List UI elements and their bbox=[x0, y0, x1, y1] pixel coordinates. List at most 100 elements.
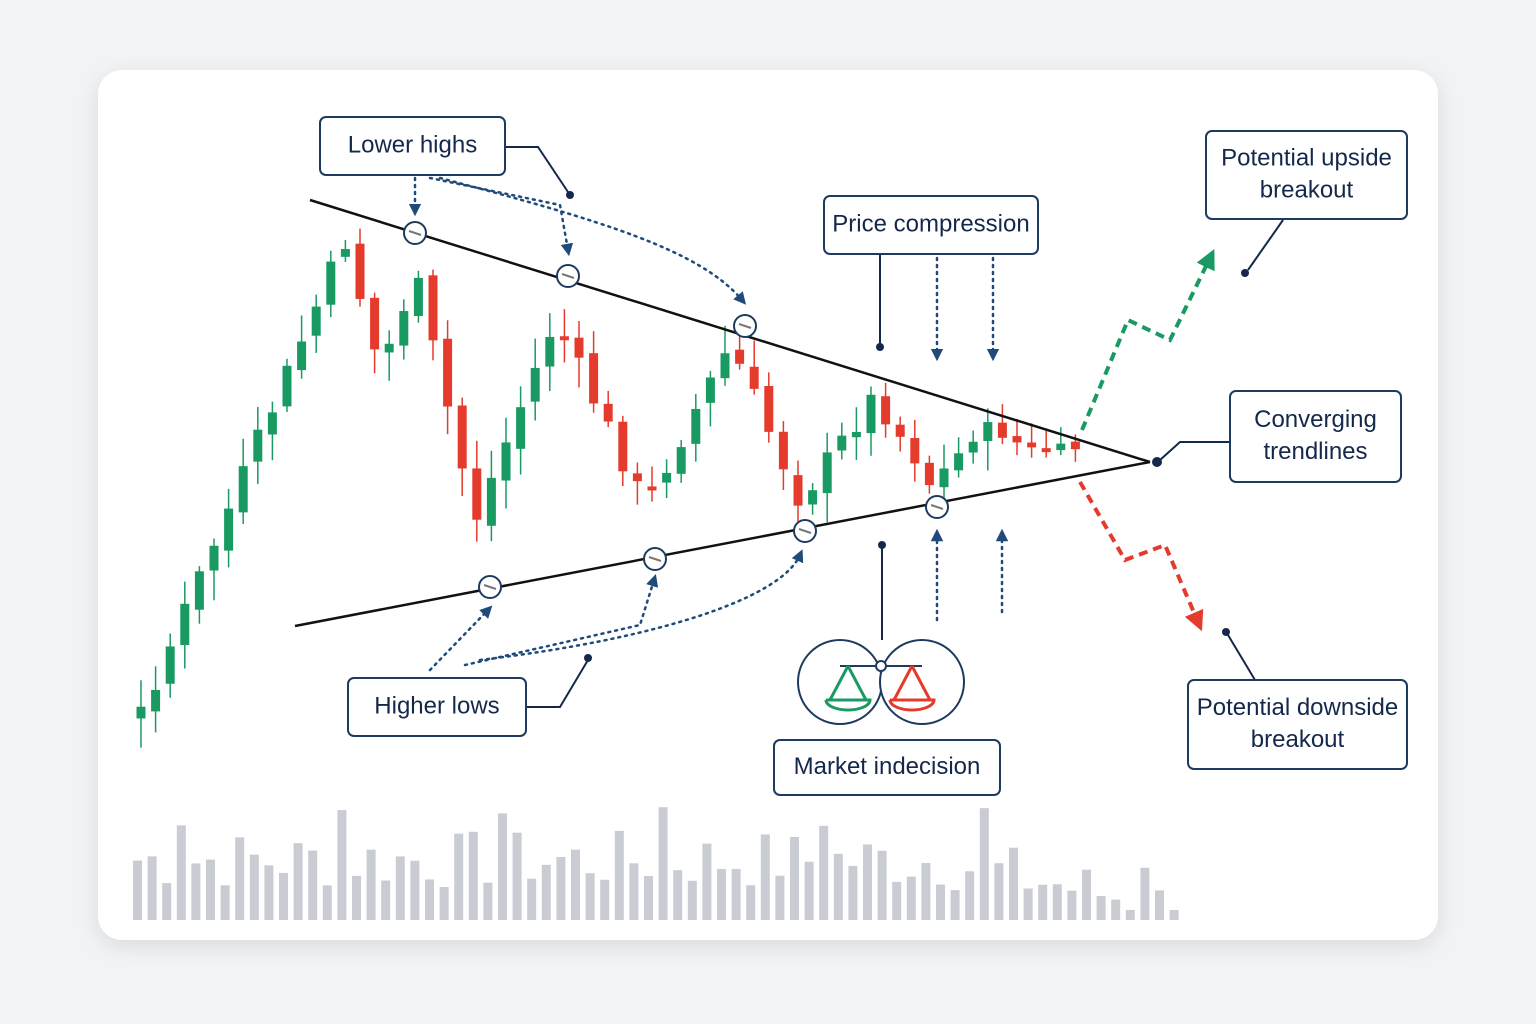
dotted-arrow bbox=[463, 574, 659, 667]
callout-text: breakout bbox=[1251, 726, 1345, 753]
candle bbox=[413, 277, 423, 316]
volume-bar bbox=[877, 850, 887, 920]
callout-text: Price compression bbox=[832, 210, 1029, 237]
candle bbox=[851, 431, 861, 438]
scale-left bbox=[824, 665, 872, 712]
candle bbox=[151, 689, 161, 712]
candle bbox=[297, 341, 307, 371]
candle bbox=[326, 261, 336, 305]
volume-bar bbox=[687, 880, 697, 920]
volume-bar bbox=[600, 879, 610, 920]
touch-points bbox=[403, 221, 949, 599]
volume-bar bbox=[950, 890, 960, 920]
candle bbox=[954, 453, 964, 471]
candle bbox=[457, 405, 467, 469]
icon-pivot bbox=[875, 660, 887, 672]
volume-bar bbox=[1169, 910, 1179, 920]
volume-bar bbox=[439, 886, 449, 920]
connectors bbox=[408, 146, 1284, 708]
volume-bar bbox=[731, 868, 741, 920]
leader bbox=[1159, 441, 1230, 461]
downside-arrow bbox=[1078, 481, 1204, 632]
candle bbox=[647, 486, 657, 491]
candle bbox=[705, 377, 715, 403]
volume-bar bbox=[352, 875, 361, 920]
volume-bar bbox=[425, 879, 434, 920]
volume-bar bbox=[673, 870, 683, 920]
candle bbox=[355, 243, 365, 299]
candle bbox=[837, 435, 847, 451]
candle bbox=[735, 349, 745, 364]
apex bbox=[1152, 457, 1162, 467]
volume-bar bbox=[1038, 884, 1048, 920]
volume-bar bbox=[483, 882, 493, 920]
volume-bar bbox=[746, 885, 756, 920]
dot bbox=[566, 191, 574, 199]
volume-bar bbox=[1111, 899, 1121, 920]
volume-bar bbox=[556, 856, 566, 920]
candle bbox=[808, 490, 818, 505]
callout-box bbox=[823, 195, 1039, 255]
candle bbox=[968, 441, 978, 453]
callout-text: Potential downside bbox=[1197, 694, 1398, 721]
candle bbox=[194, 571, 204, 610]
volume-bar bbox=[1140, 867, 1150, 920]
dotted-arrow bbox=[438, 176, 747, 305]
volume-bar bbox=[410, 860, 420, 920]
dot bbox=[876, 343, 884, 351]
volume-bar bbox=[279, 872, 288, 920]
candle bbox=[924, 462, 934, 486]
volume-bar bbox=[848, 865, 858, 920]
candle bbox=[589, 353, 599, 404]
volume-bar bbox=[264, 865, 274, 920]
callout-text: Higher lows bbox=[374, 692, 499, 719]
candle bbox=[997, 422, 1007, 438]
volume-bar bbox=[979, 808, 989, 920]
volume-bar bbox=[804, 861, 814, 920]
dot bbox=[1241, 269, 1249, 277]
volume-bar bbox=[629, 863, 639, 920]
callout-box bbox=[347, 677, 527, 737]
candle bbox=[530, 367, 540, 402]
candle bbox=[370, 297, 380, 350]
volume-bar bbox=[1009, 847, 1018, 920]
callout-box bbox=[1229, 390, 1402, 483]
touch-dash bbox=[738, 323, 752, 329]
volume-bar bbox=[366, 849, 376, 920]
volume-bar bbox=[1082, 869, 1091, 920]
scale-right bbox=[888, 665, 936, 712]
volume-bar bbox=[191, 863, 201, 920]
volume-bar bbox=[206, 859, 215, 920]
upper-trendline bbox=[309, 198, 1151, 464]
candle bbox=[1041, 448, 1051, 453]
volume-bar bbox=[1052, 884, 1062, 920]
candle bbox=[603, 403, 613, 422]
candle bbox=[749, 366, 759, 389]
candle bbox=[399, 311, 409, 346]
candle bbox=[384, 343, 394, 353]
candle bbox=[793, 475, 803, 506]
candle bbox=[866, 394, 876, 434]
dot bbox=[1222, 628, 1230, 636]
volume-bar bbox=[775, 875, 785, 920]
volume-bar bbox=[790, 836, 799, 920]
volume-bar bbox=[717, 868, 726, 920]
touch-dash bbox=[408, 230, 422, 236]
volume-bar bbox=[1023, 888, 1033, 920]
candle bbox=[501, 442, 511, 481]
callout-box bbox=[1205, 130, 1408, 220]
leader bbox=[1227, 634, 1256, 681]
candles bbox=[136, 228, 1080, 748]
candle bbox=[662, 472, 672, 483]
candle bbox=[676, 447, 686, 474]
volume-bar bbox=[1125, 910, 1135, 920]
upside-arrow bbox=[1080, 249, 1215, 431]
dotted-arrow bbox=[478, 549, 804, 662]
callout-text: trendlines bbox=[1263, 438, 1367, 465]
dot bbox=[584, 654, 592, 662]
touch-dash bbox=[798, 528, 812, 534]
touch-dash bbox=[648, 556, 662, 562]
candle bbox=[618, 421, 628, 472]
